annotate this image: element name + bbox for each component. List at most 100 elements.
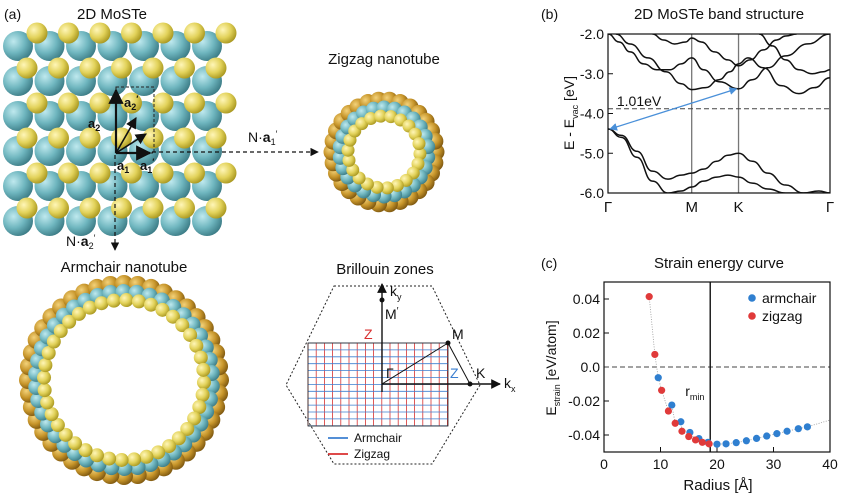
- armchair-point: [713, 440, 721, 448]
- strain-ticks: -0.04 -0.02 0.0 0.02 0.04 0 10 20 30 40: [568, 291, 838, 472]
- chalcogen-atom: [142, 127, 164, 149]
- zigzag-point: [671, 419, 679, 427]
- chalcogen-atom: [174, 197, 195, 219]
- k-point-label: Γ: [604, 199, 612, 216]
- chalcogen-atom: [215, 162, 237, 184]
- panel-b-label: (b): [541, 6, 558, 22]
- tube-inner-atom: [412, 137, 426, 151]
- strain-ytick-label: 0.0: [581, 359, 601, 375]
- chalcogen-atom: [26, 22, 48, 44]
- chalcogen-atom: [205, 127, 227, 149]
- chalcogen-atom: [16, 57, 38, 79]
- rmin-label: rmin: [685, 383, 704, 402]
- armchair-point: [803, 423, 812, 431]
- tube-inner-atom: [175, 318, 190, 333]
- m-k-line: [447, 342, 471, 385]
- tube-inner-atom: [58, 427, 73, 442]
- tube-inner-atom: [342, 153, 356, 167]
- zigzag-point: [691, 436, 700, 444]
- armchair-nanotube: [19, 275, 229, 485]
- chalcogen-atom: [48, 127, 69, 149]
- zigzag-point: [664, 407, 673, 415]
- legend-armchair-label: Armchair: [354, 431, 402, 445]
- tube-inner-atom: [53, 324, 68, 339]
- mo-atom: [3, 171, 33, 201]
- bz-label-z: Z: [364, 326, 373, 342]
- band-line: [652, 34, 797, 67]
- chalcogen-atom: [184, 162, 205, 184]
- bz-point-k: [467, 381, 473, 387]
- chalcogen-atom: [58, 22, 79, 44]
- chalcogen-atom: [174, 57, 195, 79]
- strain-ytick-label: 0.02: [573, 325, 600, 341]
- armchair-point: [773, 430, 781, 438]
- armchair-point: [668, 401, 676, 409]
- tube-inner-atom: [193, 350, 208, 365]
- k-point-label: Γ: [826, 199, 834, 216]
- strain-xtick-label: 30: [766, 456, 782, 472]
- legend-armchair-text: armchair: [762, 290, 817, 306]
- tube-inner-atom: [44, 407, 59, 422]
- a1p-arrow: [115, 133, 147, 154]
- chalcogen-atom: [58, 162, 79, 184]
- bz-point-mtop: [379, 297, 385, 303]
- tube-inner-atom: [196, 362, 211, 377]
- bz-label-mtop: M′: [385, 306, 399, 322]
- tube-inner-atom: [341, 143, 355, 157]
- tube-inner-atom: [187, 411, 202, 426]
- mo-atom: [3, 101, 33, 131]
- strain-ylabel: Estrain [eV/atom]: [543, 320, 562, 415]
- panel-c-label: (c): [541, 255, 557, 271]
- band-ytick-label: -2.0: [580, 26, 604, 42]
- strain-points: [645, 293, 831, 448]
- tube-inner-atom: [155, 302, 170, 317]
- band-line: [608, 128, 830, 193]
- legend-zigzag-text: zigzag: [762, 308, 802, 324]
- n-a1-label: N·a1′: [248, 129, 278, 147]
- zigzag-point: [645, 293, 653, 301]
- chalcogen-atom: [152, 162, 174, 184]
- chalcogen-atom: [111, 57, 132, 79]
- armchair-point: [722, 440, 730, 448]
- tube-inner-atom: [196, 375, 211, 390]
- ky-label: ky: [390, 283, 402, 302]
- bz-label-m: M: [452, 326, 464, 342]
- tube-inner-atom: [165, 309, 180, 324]
- strain-frame: [603, 281, 831, 453]
- chalcogen-atom: [58, 92, 79, 114]
- band-line: [608, 34, 830, 90]
- tube-inner-atom: [68, 436, 83, 451]
- tube-inner-atom: [94, 296, 109, 311]
- band-y-ticks: -6.0 -5.0 -4.0 -3.0 -2.0: [580, 26, 613, 201]
- chalcogen-atom: [89, 162, 111, 184]
- band-lines: [608, 34, 830, 193]
- chalcogen-atom: [48, 57, 69, 79]
- tube-inner-atom: [38, 358, 53, 373]
- strain-xtick-label: 0: [600, 456, 608, 472]
- band-ytick-label: -4.0: [580, 106, 604, 122]
- band-title: 2D MoSTe band structure: [634, 6, 804, 23]
- tube-inner-atom: [82, 300, 97, 315]
- zigzag-point: [678, 427, 686, 435]
- tube-inner-atom: [50, 418, 65, 433]
- zigzag-point: [685, 432, 693, 441]
- kx-label: kx: [504, 375, 516, 394]
- tube-inner-atom: [62, 314, 77, 329]
- zigzag-point: [698, 438, 706, 446]
- chalcogen-atom: [152, 22, 174, 44]
- band-line: [758, 34, 830, 75]
- chalcogen-atom: [152, 92, 174, 114]
- a2-label: a2: [88, 116, 100, 133]
- tube-inner-atom: [180, 421, 195, 436]
- armchair-title: Armchair nanotube: [61, 259, 188, 276]
- armchair-point: [677, 418, 685, 426]
- band-frame: [607, 33, 831, 194]
- tube-inner-atom: [364, 112, 378, 126]
- chalcogen-atom: [89, 22, 111, 44]
- armchair-point: [654, 374, 662, 382]
- strain-ytick-label: 0.04: [573, 291, 600, 307]
- tube-inner-atom: [390, 178, 404, 192]
- armchair-point: [783, 427, 791, 435]
- chalcogen-atom: [215, 92, 237, 114]
- chalcogen-atom: [79, 57, 101, 79]
